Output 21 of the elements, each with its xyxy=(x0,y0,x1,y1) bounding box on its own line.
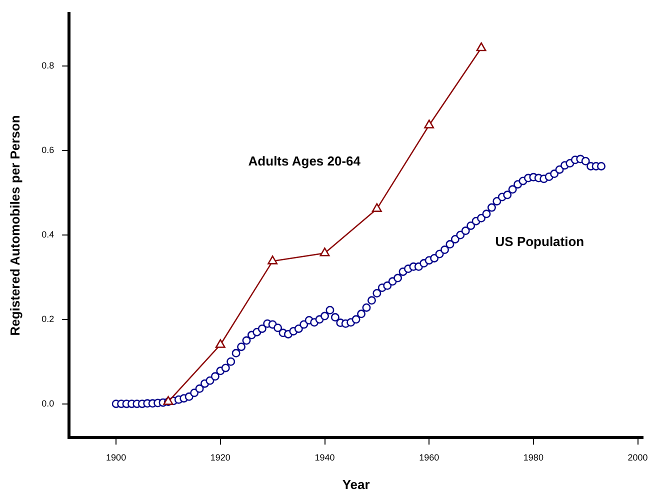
point xyxy=(320,247,330,256)
point xyxy=(424,120,434,128)
x-tick-label: 1920 xyxy=(210,452,230,462)
point xyxy=(215,339,226,348)
y-tick-label: 0.6 xyxy=(42,145,54,156)
y-tick-label: 0.2 xyxy=(42,314,54,324)
x-axis-title: Year xyxy=(342,476,370,492)
point xyxy=(372,203,382,212)
y-tick-label: 0.8 xyxy=(42,60,54,71)
x-tick-label: 1940 xyxy=(314,452,335,462)
y-tick-label: 0.4 xyxy=(42,229,54,240)
point xyxy=(476,42,486,52)
y-tick-label: 0.0 xyxy=(42,398,54,408)
x-tick-label: 1900 xyxy=(106,452,126,462)
text: Adults Ages 20-64 xyxy=(248,153,362,168)
x-tick-label: 2000 xyxy=(628,452,648,462)
point xyxy=(268,256,278,264)
y-axis-title: Registered Automobiles per Person xyxy=(7,115,22,336)
series-label: US Population xyxy=(495,234,584,250)
x-tick-label: 1960 xyxy=(419,452,440,462)
x-tick-label: 1980 xyxy=(523,452,544,462)
